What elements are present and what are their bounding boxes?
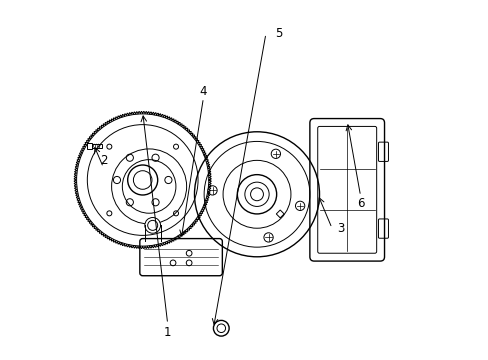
Circle shape [271,149,280,158]
Bar [87,143,91,149]
Text: 3: 3 [337,222,344,235]
Circle shape [264,233,273,242]
Text: 4: 4 [199,85,207,98]
Text: 1: 1 [163,327,171,339]
Circle shape [295,201,304,211]
Text: 6: 6 [356,197,364,210]
Text: 5: 5 [274,27,282,40]
Circle shape [207,186,217,195]
Circle shape [144,217,160,233]
Text: 2: 2 [100,154,107,167]
Bar [91,144,102,148]
